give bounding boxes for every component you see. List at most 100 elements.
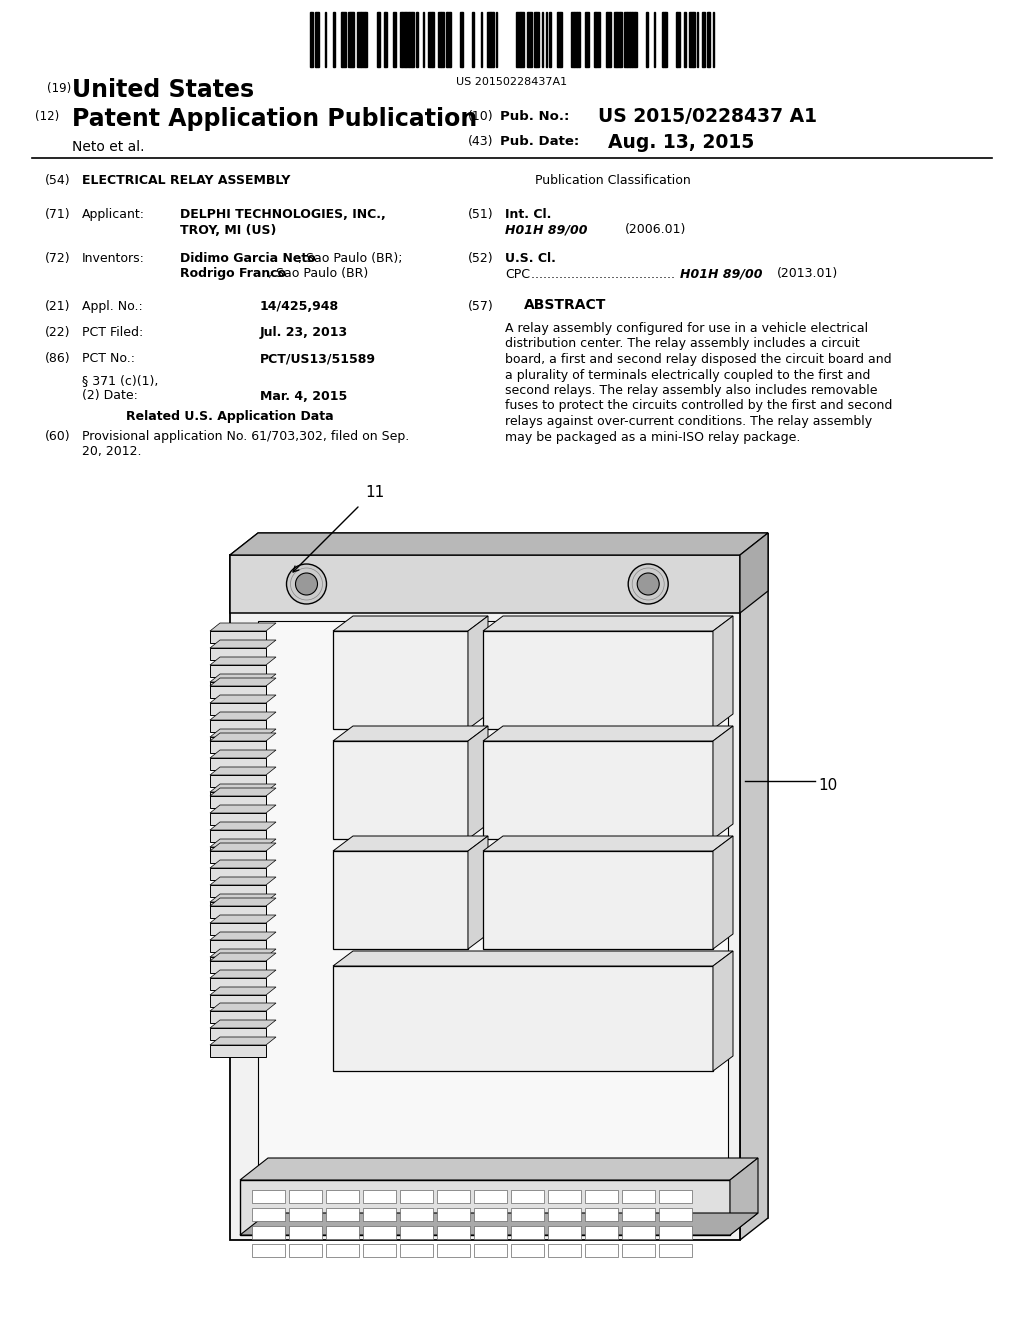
Polygon shape bbox=[230, 554, 740, 612]
Polygon shape bbox=[333, 836, 488, 851]
Polygon shape bbox=[230, 554, 740, 1239]
Polygon shape bbox=[333, 851, 468, 949]
Polygon shape bbox=[362, 1243, 396, 1257]
Polygon shape bbox=[210, 792, 266, 804]
Text: (86): (86) bbox=[45, 352, 71, 366]
Bar bbox=[585, 12, 589, 67]
Bar bbox=[663, 12, 665, 67]
Polygon shape bbox=[210, 665, 266, 677]
Polygon shape bbox=[511, 1226, 544, 1239]
Bar bbox=[620, 12, 622, 67]
Text: US 20150228437A1: US 20150228437A1 bbox=[457, 77, 567, 87]
Bar bbox=[627, 12, 630, 67]
Text: Aug. 13, 2015: Aug. 13, 2015 bbox=[608, 133, 755, 152]
Polygon shape bbox=[511, 1243, 544, 1257]
Polygon shape bbox=[230, 533, 768, 554]
Polygon shape bbox=[740, 533, 768, 1239]
Polygon shape bbox=[659, 1226, 692, 1239]
Bar bbox=[624, 12, 627, 67]
Polygon shape bbox=[740, 533, 768, 612]
Polygon shape bbox=[437, 1226, 470, 1239]
Text: PCT No.:: PCT No.: bbox=[82, 352, 135, 366]
Polygon shape bbox=[548, 1208, 581, 1221]
Bar bbox=[400, 12, 402, 67]
Text: fuses to protect the circuits controlled by the first and second: fuses to protect the circuits controlled… bbox=[505, 400, 892, 412]
Polygon shape bbox=[468, 836, 488, 949]
Polygon shape bbox=[210, 640, 276, 648]
Polygon shape bbox=[210, 796, 266, 808]
Circle shape bbox=[287, 564, 327, 605]
Polygon shape bbox=[483, 851, 713, 949]
Polygon shape bbox=[210, 957, 266, 969]
Text: Neto et al.: Neto et al. bbox=[72, 140, 144, 154]
Text: United States: United States bbox=[72, 78, 254, 102]
Bar bbox=[311, 12, 313, 67]
Polygon shape bbox=[333, 950, 733, 966]
Polygon shape bbox=[210, 775, 266, 787]
Text: (2) Date:: (2) Date: bbox=[82, 389, 138, 403]
Polygon shape bbox=[713, 950, 733, 1071]
Polygon shape bbox=[210, 915, 276, 923]
Text: Applicant:: Applicant: bbox=[82, 209, 145, 220]
Text: U.S. Cl.: U.S. Cl. bbox=[505, 252, 556, 265]
Polygon shape bbox=[326, 1226, 359, 1239]
Bar bbox=[617, 12, 620, 67]
Polygon shape bbox=[713, 836, 733, 949]
Polygon shape bbox=[230, 533, 768, 554]
Text: 14/425,948: 14/425,948 bbox=[260, 300, 339, 313]
Polygon shape bbox=[511, 1208, 544, 1221]
Polygon shape bbox=[548, 1243, 581, 1257]
Text: (19): (19) bbox=[47, 82, 72, 95]
Text: Rodrigo Franco: Rodrigo Franco bbox=[180, 268, 286, 281]
Bar bbox=[412, 12, 414, 67]
Polygon shape bbox=[326, 1243, 359, 1257]
Bar bbox=[560, 12, 562, 67]
Text: Pub. Date:: Pub. Date: bbox=[500, 135, 580, 148]
Text: H01H 89/00: H01H 89/00 bbox=[505, 223, 588, 236]
Polygon shape bbox=[362, 1191, 396, 1203]
Polygon shape bbox=[333, 726, 488, 741]
Bar bbox=[385, 12, 387, 67]
Polygon shape bbox=[483, 741, 713, 840]
Text: (10): (10) bbox=[468, 110, 494, 123]
Text: (43): (43) bbox=[468, 135, 494, 148]
Bar bbox=[487, 12, 489, 67]
Text: relays against over-current conditions. The relay assembly: relays against over-current conditions. … bbox=[505, 414, 872, 428]
Polygon shape bbox=[483, 631, 713, 729]
Polygon shape bbox=[210, 788, 276, 796]
Polygon shape bbox=[210, 898, 276, 906]
Polygon shape bbox=[585, 1226, 618, 1239]
Polygon shape bbox=[210, 932, 276, 940]
Polygon shape bbox=[210, 876, 276, 884]
Text: (21): (21) bbox=[45, 300, 71, 313]
Text: (22): (22) bbox=[45, 326, 71, 339]
Bar bbox=[528, 12, 532, 67]
Text: Pub. No.:: Pub. No.: bbox=[500, 110, 569, 123]
Bar bbox=[521, 12, 524, 67]
Text: (51): (51) bbox=[468, 209, 494, 220]
Bar bbox=[702, 12, 705, 67]
Text: TROY, MI (US): TROY, MI (US) bbox=[180, 223, 276, 236]
Polygon shape bbox=[659, 1208, 692, 1221]
Polygon shape bbox=[210, 923, 266, 935]
Polygon shape bbox=[468, 726, 488, 840]
Circle shape bbox=[637, 573, 659, 595]
Polygon shape bbox=[289, 1243, 322, 1257]
Polygon shape bbox=[210, 1003, 276, 1011]
Polygon shape bbox=[713, 726, 733, 840]
Polygon shape bbox=[240, 1213, 758, 1236]
Polygon shape bbox=[468, 616, 488, 729]
Polygon shape bbox=[548, 1226, 581, 1239]
Text: Mar. 4, 2015: Mar. 4, 2015 bbox=[260, 389, 347, 403]
Text: (57): (57) bbox=[468, 300, 494, 313]
Text: (71): (71) bbox=[45, 209, 71, 220]
Polygon shape bbox=[210, 719, 266, 733]
Text: (72): (72) bbox=[45, 252, 71, 265]
Bar bbox=[614, 12, 616, 67]
Text: PCT Filed:: PCT Filed: bbox=[82, 326, 143, 339]
Text: ABSTRACT: ABSTRACT bbox=[524, 298, 606, 312]
Text: ELECTRICAL RELAY ASSEMBLY: ELECTRICAL RELAY ASSEMBLY bbox=[82, 174, 291, 187]
Polygon shape bbox=[210, 767, 276, 775]
Polygon shape bbox=[210, 1045, 266, 1057]
Text: 11: 11 bbox=[365, 484, 384, 500]
